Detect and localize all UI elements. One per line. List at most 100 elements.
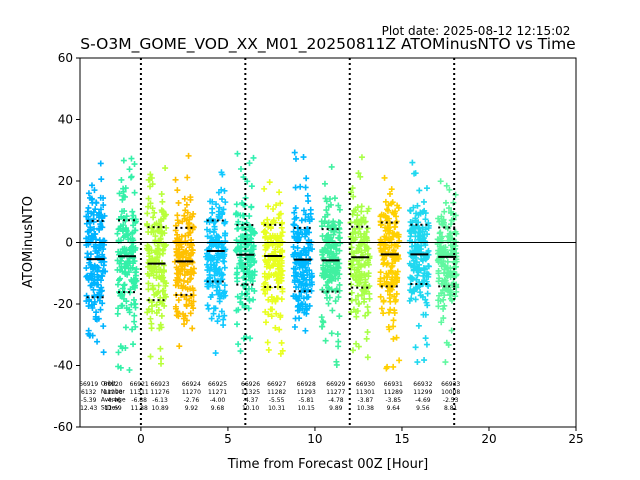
data-point bbox=[356, 300, 363, 307]
stat-value: 11.88 bbox=[131, 405, 148, 412]
data-point bbox=[183, 296, 190, 303]
data-point bbox=[291, 209, 298, 216]
data-point bbox=[158, 312, 165, 319]
data-point bbox=[95, 281, 102, 288]
data-point bbox=[174, 249, 181, 256]
data-point bbox=[292, 155, 299, 162]
data-point bbox=[232, 211, 239, 218]
data-point bbox=[218, 169, 225, 176]
stat-value: 11311 bbox=[130, 389, 149, 396]
data-point bbox=[412, 170, 419, 177]
data-point bbox=[91, 298, 98, 305]
data-point bbox=[392, 296, 399, 303]
data-point bbox=[414, 242, 421, 249]
data-point bbox=[386, 230, 393, 237]
data-point bbox=[218, 186, 225, 193]
data-point bbox=[212, 236, 219, 243]
stat-value: -5.39 bbox=[81, 397, 97, 404]
data-point bbox=[377, 281, 384, 288]
data-point bbox=[438, 259, 445, 266]
data-point bbox=[251, 230, 258, 237]
data-point bbox=[323, 198, 330, 205]
data-point bbox=[129, 326, 136, 333]
data-point bbox=[416, 187, 423, 194]
stat-value: 9.64 bbox=[387, 405, 401, 412]
data-point bbox=[441, 262, 448, 269]
data-point bbox=[300, 295, 307, 302]
data-point bbox=[387, 306, 394, 313]
x-tick-label: 15 bbox=[394, 432, 409, 446]
data-point bbox=[395, 255, 402, 262]
data-point bbox=[350, 273, 357, 280]
data-point bbox=[145, 195, 152, 202]
x-tick-label: 0 bbox=[137, 432, 145, 446]
data-point bbox=[302, 327, 309, 334]
data-point bbox=[147, 200, 154, 207]
series-group-66928 bbox=[347, 154, 373, 361]
data-point bbox=[336, 313, 343, 320]
stat-value: 66927 bbox=[267, 381, 286, 388]
data-point bbox=[295, 284, 302, 291]
data-point bbox=[417, 210, 424, 217]
stat-value: 66929 bbox=[326, 381, 345, 388]
data-point bbox=[114, 281, 121, 288]
data-point bbox=[384, 206, 391, 213]
data-point bbox=[381, 174, 388, 181]
data-point bbox=[215, 266, 222, 273]
data-point bbox=[123, 225, 129, 232]
data-point bbox=[209, 256, 216, 263]
data-point bbox=[329, 222, 336, 229]
data-point bbox=[204, 233, 211, 240]
data-point bbox=[158, 275, 165, 282]
data-point bbox=[272, 324, 279, 331]
data-point bbox=[161, 230, 168, 237]
data-point bbox=[218, 244, 225, 251]
data-point bbox=[302, 233, 309, 240]
data-point bbox=[246, 160, 253, 167]
data-point bbox=[306, 267, 313, 274]
data-point bbox=[186, 229, 193, 236]
data-point bbox=[129, 208, 136, 215]
data-point bbox=[413, 276, 420, 283]
data-point bbox=[131, 318, 138, 325]
data-point bbox=[320, 262, 327, 269]
data-point bbox=[149, 255, 156, 262]
data-point bbox=[221, 258, 228, 265]
data-point bbox=[272, 257, 279, 264]
data-point bbox=[161, 302, 168, 309]
data-point bbox=[128, 155, 135, 162]
data-point bbox=[328, 163, 335, 170]
data-point bbox=[452, 212, 459, 219]
x-tick-label: 20 bbox=[481, 432, 496, 446]
data-point bbox=[176, 268, 183, 275]
data-point bbox=[409, 159, 416, 166]
stat-value: 11276 bbox=[151, 389, 170, 396]
data-point bbox=[93, 309, 100, 316]
data-point bbox=[90, 286, 97, 293]
data-point bbox=[261, 185, 268, 192]
stat-value: 11277 bbox=[326, 389, 345, 396]
data-point bbox=[204, 226, 211, 233]
data-point bbox=[246, 226, 253, 233]
data-point bbox=[442, 359, 449, 366]
data-point bbox=[116, 225, 123, 232]
data-point bbox=[298, 217, 305, 224]
data-point bbox=[452, 293, 459, 300]
data-point bbox=[216, 313, 223, 320]
data-point bbox=[393, 232, 400, 239]
data-point bbox=[441, 208, 448, 215]
data-point bbox=[132, 269, 139, 276]
data-point bbox=[241, 212, 248, 219]
data-point bbox=[130, 280, 137, 287]
data-point bbox=[235, 218, 242, 225]
data-point bbox=[83, 235, 90, 242]
data-point bbox=[350, 193, 357, 200]
data-point bbox=[237, 295, 244, 302]
data-point bbox=[213, 243, 220, 250]
data-point bbox=[297, 271, 304, 278]
data-point bbox=[119, 345, 126, 352]
data-point bbox=[333, 361, 340, 368]
data-point bbox=[126, 366, 133, 373]
data-point bbox=[216, 204, 223, 211]
data-point bbox=[296, 292, 303, 299]
